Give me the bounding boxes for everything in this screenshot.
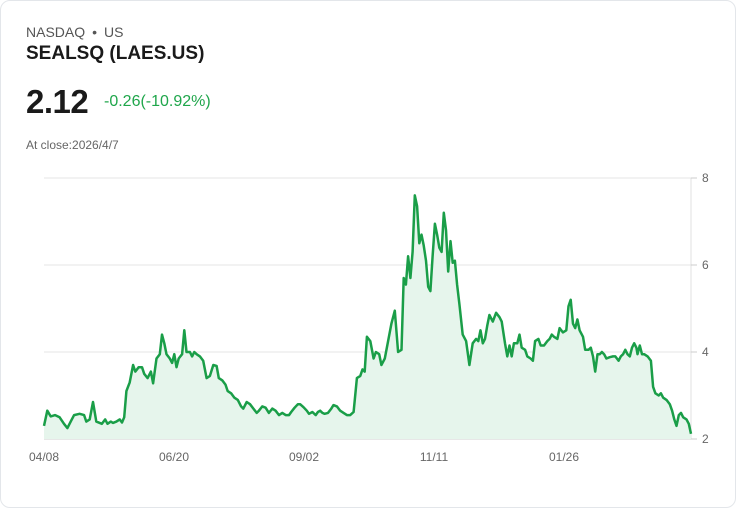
y-tick-label: 2: [702, 432, 709, 446]
stock-title: SEALSQ (LAES.US): [26, 43, 205, 64]
price-area: [44, 195, 691, 439]
exchange-line: NASDAQ • US: [26, 24, 123, 40]
x-axis: 04/08 06/20 09/02 11/11 01/26: [29, 450, 579, 464]
x-tick-label: 11/11: [420, 450, 449, 464]
y-axis: 2 4 6 8: [702, 171, 709, 446]
region: US: [104, 24, 124, 40]
price-line: [42, 194, 693, 435]
x-tick-label: 09/02: [289, 450, 319, 464]
x-tick-label: 01/26: [549, 450, 579, 464]
y-tick-label: 4: [702, 345, 709, 359]
x-tick-label: 06/20: [159, 450, 189, 464]
y-tick-label: 8: [702, 171, 709, 185]
price-change: -0.26(-10.92%): [104, 93, 211, 110]
separator-dot: •: [92, 24, 98, 40]
y-tick-label: 6: [702, 258, 709, 272]
close-date: At close:2026/4/7: [26, 138, 119, 152]
x-tick-label: 04/08: [29, 450, 59, 464]
exchange-name: NASDAQ: [26, 24, 86, 40]
current-price: 2.12: [26, 83, 89, 120]
